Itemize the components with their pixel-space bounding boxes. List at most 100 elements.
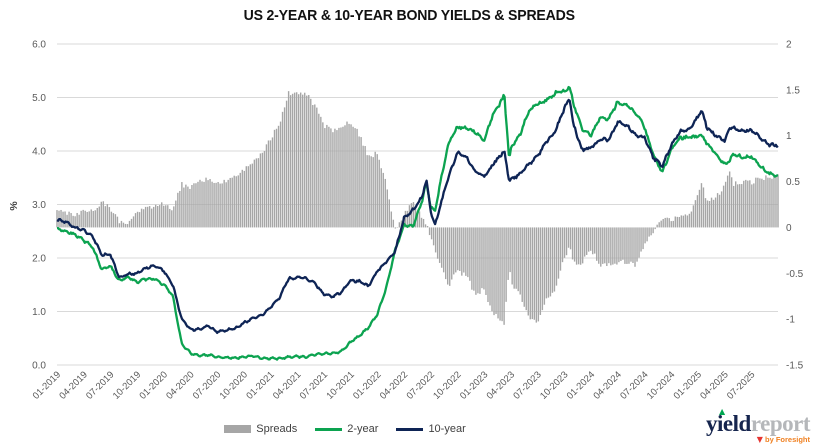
spread-bar: [410, 203, 413, 228]
spread-bar: [342, 126, 344, 228]
line-10-year-path: [56, 98, 779, 335]
spread-bar: [384, 178, 386, 228]
spread-bar: [197, 181, 199, 228]
spread-bar: [745, 179, 747, 228]
spread-bar: [469, 227, 471, 281]
spread-bar: [185, 184, 187, 228]
spread-bar: [130, 218, 133, 228]
spread-bar: [650, 227, 652, 236]
spread-bar: [261, 152, 264, 228]
spread-bar: [330, 128, 332, 228]
spread-bar: [304, 92, 306, 228]
spread-bar: [690, 211, 693, 228]
spread-bar: [741, 184, 743, 228]
spread-bar: [457, 227, 459, 271]
spread-bar: [664, 217, 666, 228]
spread-bar: [326, 124, 328, 228]
spread-bar: [308, 95, 310, 228]
spread-bar: [245, 166, 248, 228]
spread-bar: [535, 227, 538, 323]
spread-bar: [501, 227, 503, 322]
spread-bar: [257, 158, 260, 228]
spread-bar: [336, 130, 338, 228]
spread-bar: [199, 179, 201, 228]
spread-bar: [223, 179, 225, 228]
spread-bar: [527, 227, 529, 316]
spread-bar: [700, 183, 703, 228]
spread-bar: [243, 170, 245, 228]
legend-item-spreads[interactable]: Spreads: [224, 423, 297, 435]
axis-tick-label: 01-2019: [31, 369, 63, 401]
spread-bar: [418, 211, 421, 228]
line-10-year: [56, 98, 779, 335]
legend-item-2-year[interactable]: 2-year: [315, 423, 378, 435]
spread-bar: [382, 172, 384, 228]
spread-bar: [322, 122, 324, 228]
spread-bar: [440, 227, 443, 268]
spread-bar: [56, 210, 58, 228]
spread-bar: [275, 128, 278, 228]
spread-bar: [620, 227, 622, 261]
spread-bar: [136, 211, 139, 228]
spread-bar: [88, 211, 90, 228]
legend-item-10-year[interactable]: 10-year: [396, 423, 466, 435]
axis-tick-label: 10-2022: [431, 369, 463, 401]
spread-bar: [364, 146, 366, 228]
spread-bar: [277, 125, 280, 228]
spread-bar: [722, 185, 725, 228]
spread-bar: [473, 227, 475, 291]
spread-bar: [447, 227, 449, 285]
spread-bar: [537, 227, 540, 322]
spread-bar: [340, 127, 342, 228]
spread-bar: [555, 227, 558, 286]
spread-bar: [678, 217, 681, 228]
spread-bar: [505, 227, 507, 302]
spread-bar: [634, 227, 636, 267]
spread-bar: [229, 177, 231, 228]
spread-bar: [314, 104, 316, 228]
spread-bar: [646, 227, 648, 242]
logo-up-triangle-icon: ▲: [719, 407, 725, 416]
spread-bar: [567, 227, 570, 248]
axis-tick-label: 07-2021: [298, 369, 330, 401]
spread-bar: [632, 227, 634, 263]
spread-bar: [259, 153, 262, 228]
spread-bar: [481, 227, 483, 289]
spread-bar: [247, 166, 250, 228]
spread-bar: [215, 182, 217, 228]
yieldreport-logo[interactable]: ▲ yieldreport ▼ by Foresight: [706, 408, 810, 444]
spread-bar: [642, 227, 644, 250]
spread-bar: [551, 227, 554, 293]
spread-bar: [219, 183, 221, 228]
logo-tagline-text: by Foresight: [764, 435, 810, 444]
spread-bar: [761, 178, 763, 228]
spread-bar: [658, 222, 660, 228]
spread-bar: [636, 227, 638, 262]
spread-bar: [306, 95, 308, 228]
spread-bar: [606, 227, 608, 267]
spread-bar: [735, 181, 737, 228]
spread-bar: [64, 211, 66, 228]
spread-bar: [453, 227, 455, 275]
spread-bar: [561, 227, 564, 263]
spread-bar: [193, 183, 195, 228]
spread-bar: [344, 125, 346, 228]
spread-bar: [702, 187, 705, 228]
spread-bar: [281, 111, 284, 228]
spread-bar: [297, 94, 300, 228]
spread-bar: [581, 227, 584, 264]
axis-tick-label: 04-2023: [485, 369, 517, 401]
spread-bar: [694, 200, 697, 228]
spread-bar: [263, 151, 266, 228]
spread-bar: [138, 212, 141, 228]
axis-tick-label: 10-2023: [538, 369, 570, 401]
spread-bar: [598, 227, 600, 264]
spread-bar: [110, 211, 113, 228]
axis-tick-label: 0: [786, 223, 792, 234]
spread-bar: [233, 175, 235, 228]
spread-bar: [487, 227, 489, 302]
spread-bar: [616, 227, 618, 265]
spread-bar: [590, 227, 592, 251]
spread-bar: [461, 227, 463, 276]
spread-bar: [231, 177, 233, 228]
